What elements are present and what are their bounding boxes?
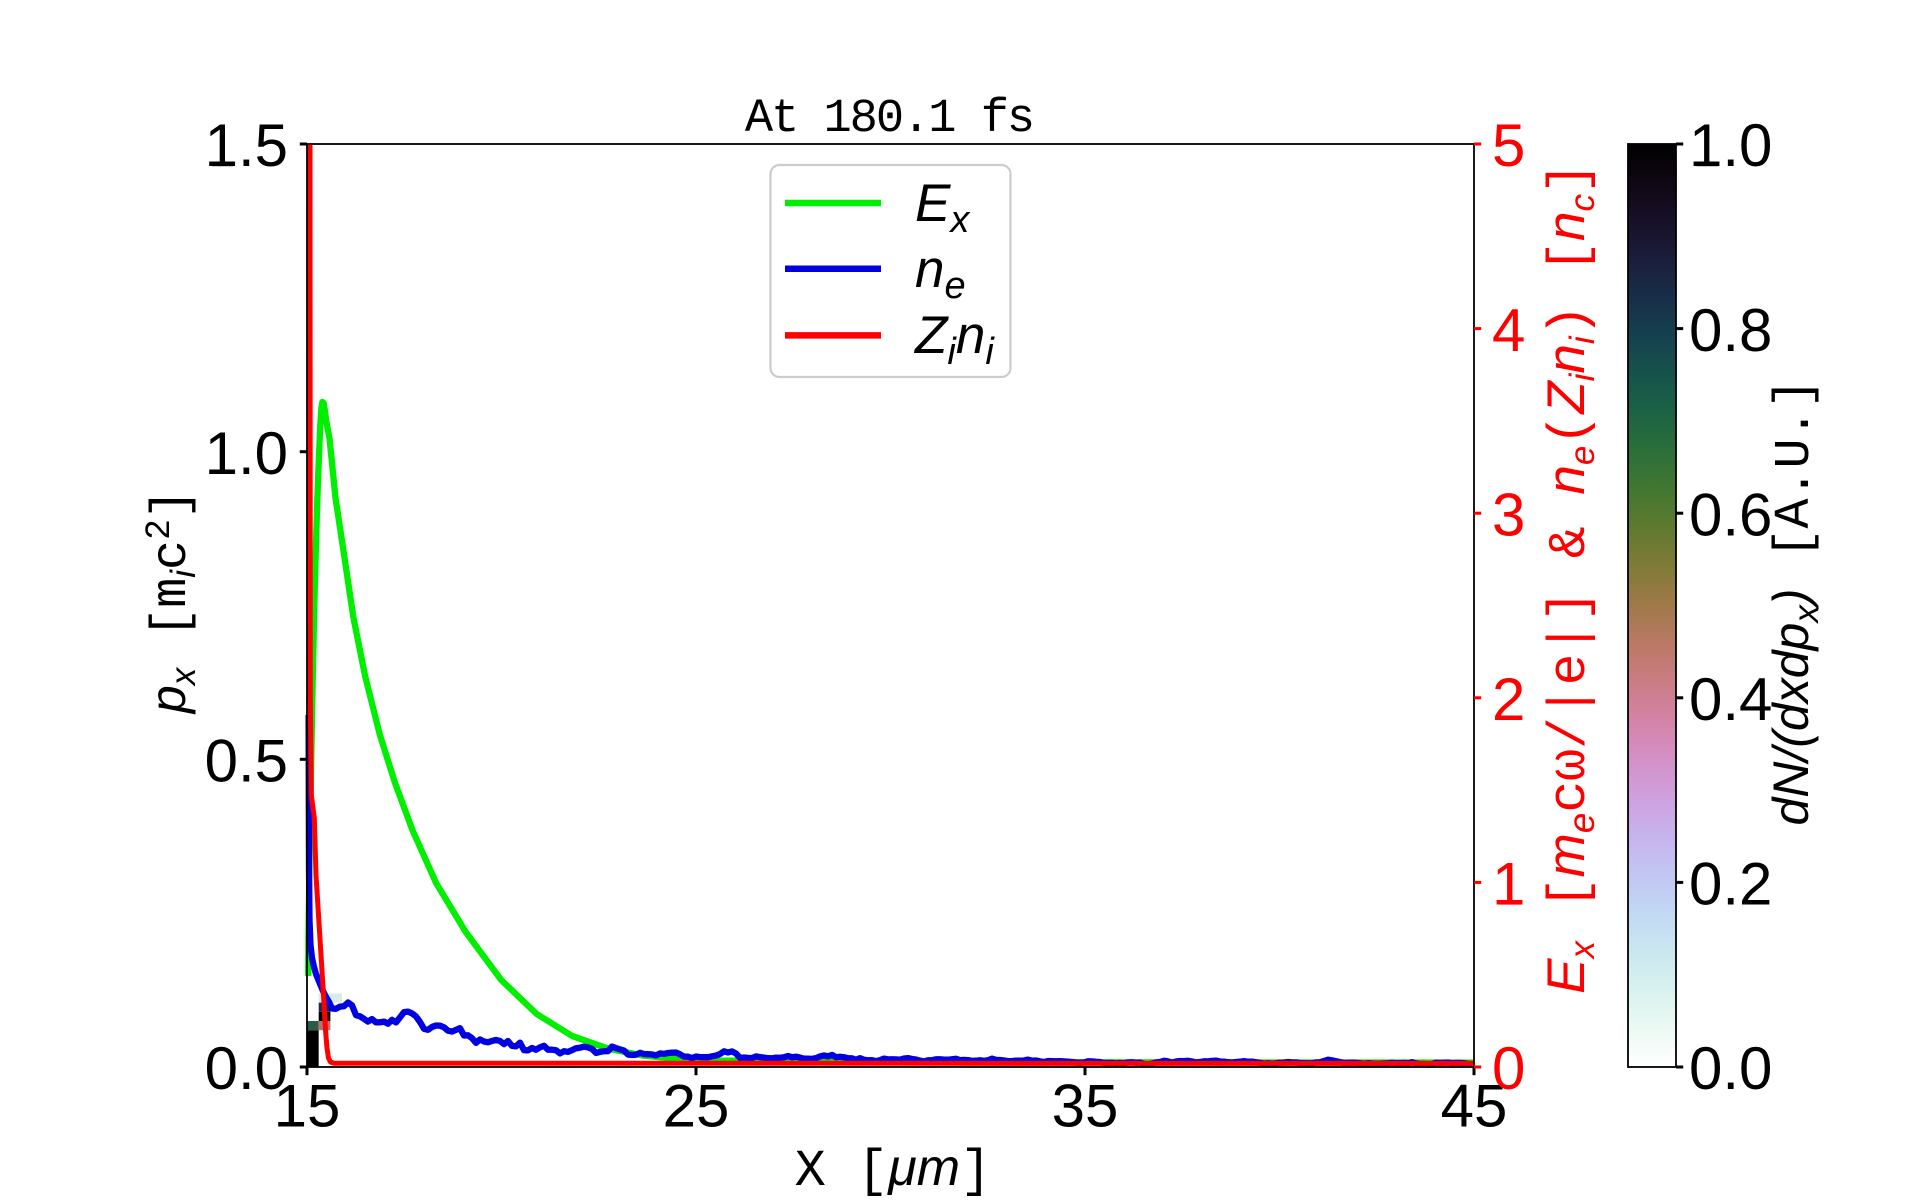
svg-text:ne: ne (915, 240, 966, 307)
svg-text:dN/(dxdpx) [A.U.]: dN/(dxdpx) [A.U.] (1763, 378, 1826, 825)
svg-text:0.2: 0.2 (1689, 851, 1772, 918)
svg-text:25: 25 (663, 1073, 730, 1140)
svg-text:3: 3 (1492, 481, 1525, 548)
svg-text:0.5: 0.5 (205, 728, 288, 795)
svg-text:0.0: 0.0 (205, 1035, 288, 1102)
svg-text:15: 15 (274, 1073, 341, 1140)
svg-text:Ex [mecω/|e|] & ne(Zini) [nc]: Ex [mecω/|e|] & ne(Zini) [nc] (1537, 162, 1602, 994)
svg-text:1.5: 1.5 (205, 112, 288, 179)
svg-text:0: 0 (1492, 1035, 1525, 1102)
svg-text:0.4: 0.4 (1689, 666, 1772, 733)
svg-text:0.0: 0.0 (1689, 1035, 1772, 1102)
svg-text:At 180.1 fs: At 180.1 fs (745, 93, 1033, 146)
svg-text:X [μm]: X [μm] (795, 1139, 992, 1200)
svg-text:1: 1 (1492, 851, 1525, 918)
svg-text:5: 5 (1492, 112, 1525, 179)
svg-text:px [mic2]: px [mic2] (140, 489, 203, 715)
svg-text:1.0: 1.0 (1689, 112, 1772, 179)
svg-text:0.6: 0.6 (1689, 481, 1772, 548)
svg-text:45: 45 (1441, 1073, 1508, 1140)
svg-text:4: 4 (1492, 297, 1525, 364)
svg-text:2: 2 (1492, 666, 1525, 733)
svg-text:0.8: 0.8 (1689, 297, 1772, 364)
svg-text:1.0: 1.0 (205, 420, 288, 487)
svg-text:35: 35 (1052, 1073, 1119, 1140)
